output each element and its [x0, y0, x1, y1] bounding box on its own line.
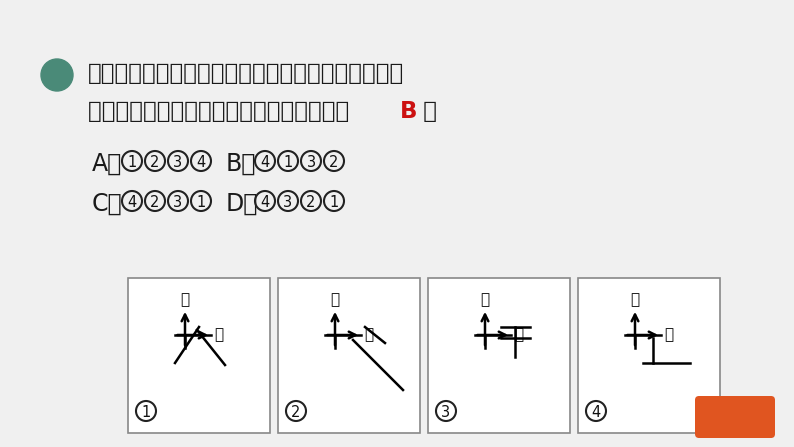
- Text: 2: 2: [150, 155, 160, 170]
- Text: 2: 2: [291, 405, 301, 420]
- Text: 北: 北: [330, 292, 340, 307]
- Text: 返回: 返回: [724, 409, 746, 427]
- Text: 其一天中发生的先后顺序排列，正确的是（: 其一天中发生的先后顺序排列，正确的是（: [88, 100, 357, 123]
- Text: 3: 3: [173, 195, 183, 210]
- Text: 北: 北: [480, 292, 490, 307]
- Text: 1: 1: [196, 195, 206, 210]
- Text: 3: 3: [441, 405, 450, 420]
- Text: 东: 东: [214, 328, 223, 342]
- Text: 4: 4: [592, 405, 600, 420]
- Text: 东: 东: [664, 328, 673, 342]
- Text: 1: 1: [330, 195, 338, 210]
- Text: 3: 3: [306, 155, 315, 170]
- Text: A．: A．: [92, 152, 122, 176]
- Text: 1: 1: [50, 67, 64, 87]
- Text: 1: 1: [141, 405, 151, 420]
- FancyBboxPatch shape: [695, 396, 775, 438]
- Text: 2: 2: [150, 195, 160, 210]
- Text: B．: B．: [226, 152, 256, 176]
- Circle shape: [41, 59, 73, 91]
- Text: 3: 3: [283, 195, 292, 210]
- Text: D．: D．: [226, 192, 258, 216]
- Text: 4: 4: [260, 155, 270, 170]
- Text: 2: 2: [330, 155, 339, 170]
- Bar: [278, 278, 420, 433]
- Text: ）: ）: [416, 100, 437, 123]
- Bar: [578, 278, 720, 433]
- Text: 4: 4: [196, 155, 206, 170]
- Text: 1: 1: [283, 155, 293, 170]
- Text: 东: 东: [514, 328, 523, 342]
- Text: 1: 1: [127, 155, 137, 170]
- Text: C．: C．: [92, 192, 122, 216]
- Text: 如图是一根电线杆在一天中不同时刻的影长图，试按: 如图是一根电线杆在一天中不同时刻的影长图，试按: [88, 62, 404, 85]
- Text: B: B: [400, 100, 418, 123]
- Text: 北: 北: [630, 292, 639, 307]
- Text: 北: 北: [180, 292, 190, 307]
- Bar: [428, 278, 570, 433]
- Text: 4: 4: [127, 195, 137, 210]
- Text: 2: 2: [306, 195, 316, 210]
- Text: 东: 东: [364, 328, 373, 342]
- Bar: [128, 278, 270, 433]
- Text: 3: 3: [173, 155, 183, 170]
- Text: 4: 4: [260, 195, 270, 210]
